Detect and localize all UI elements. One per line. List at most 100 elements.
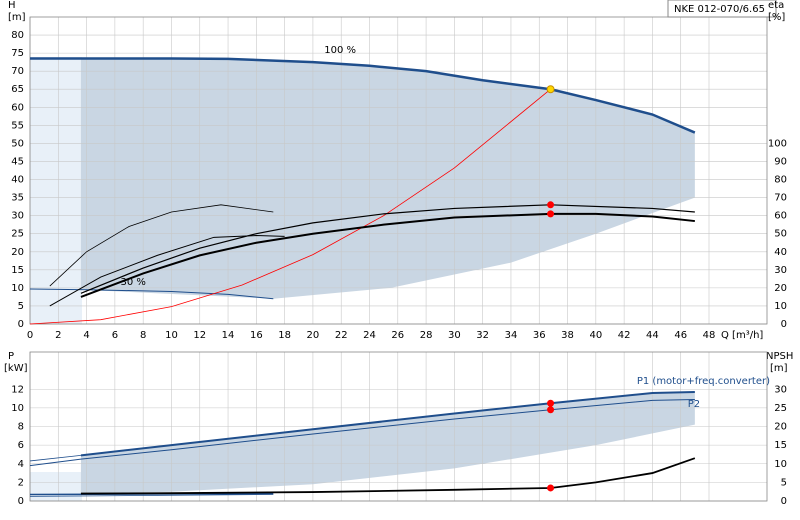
- curve: [29, 494, 274, 497]
- y2-tick-label: 50: [774, 229, 787, 240]
- x-tick-label: 0: [27, 330, 33, 341]
- y-tick-label: 60: [11, 102, 24, 113]
- y-tick-label: 25: [11, 229, 24, 240]
- y-tick-label: 2: [18, 477, 24, 488]
- curve: [29, 88, 551, 325]
- light-region: [30, 57, 82, 324]
- y2-tick-label: 60: [774, 211, 787, 222]
- duty-point: [546, 85, 555, 94]
- y-tick-label: 75: [11, 48, 24, 59]
- y-tick-label: 15: [11, 265, 24, 276]
- y-tick-label: 50: [11, 138, 24, 149]
- x-tick-label: 28: [420, 330, 433, 341]
- curve: [80, 457, 696, 495]
- x-tick-label: 26: [391, 330, 404, 341]
- y-unit: [m]: [8, 12, 26, 23]
- y2-tick-label: 0: [781, 496, 787, 507]
- x-tick-label: 10: [165, 330, 178, 341]
- curve: [29, 398, 695, 467]
- y-tick-label: 8: [18, 422, 24, 433]
- duty-point: [547, 484, 555, 492]
- y-tick-label: 45: [11, 156, 24, 167]
- x-tick-label: 2: [55, 330, 61, 341]
- duty-point: [547, 399, 555, 407]
- x-tick-label: 18: [278, 330, 291, 341]
- operating-region: [80, 392, 695, 494]
- y-tick-label: 10: [11, 283, 24, 294]
- duty-point: [547, 210, 555, 218]
- y-tick-label: 12: [11, 384, 24, 395]
- x-tick-label: 20: [307, 330, 320, 341]
- curve: [29, 454, 81, 462]
- y-tick-label: 35: [11, 193, 24, 204]
- y-tick-label: 70: [11, 66, 24, 77]
- y-tick-label: 20: [11, 247, 24, 258]
- plot-frame: [29, 16, 768, 325]
- y2-tick-label: 100: [768, 138, 787, 149]
- y-tick-label: 5: [18, 301, 24, 312]
- y2-label: NPSH: [766, 351, 793, 362]
- y-label: P: [8, 351, 14, 362]
- x-tick-label: 48: [703, 330, 716, 341]
- x-tick-label: 22: [335, 330, 348, 341]
- y-tick-label: 0: [18, 496, 24, 507]
- y2-tick-label: 20: [774, 422, 787, 433]
- curve: [30, 57, 696, 134]
- x-tick-label: 44: [646, 330, 659, 341]
- annotation: P2: [688, 399, 700, 410]
- x-tick-label: 38: [561, 330, 574, 341]
- y2-tick-label: 5: [781, 477, 787, 488]
- y2-tick-label: 25: [774, 403, 787, 414]
- y-tick-label: 6: [18, 440, 24, 451]
- x-tick-label: 24: [363, 330, 376, 341]
- annotation: 30 %: [121, 277, 146, 288]
- y2-tick-label: 30: [774, 265, 787, 276]
- curve: [29, 288, 274, 300]
- duty-point: [547, 201, 555, 209]
- x-tick-label: 8: [140, 330, 146, 341]
- x-tick-label: 14: [222, 330, 235, 341]
- curve: [49, 204, 274, 287]
- x-tick-label: 42: [618, 330, 631, 341]
- x-tick-label: 4: [83, 330, 89, 341]
- operating-region: [80, 58, 695, 299]
- y-tick-label: 30: [11, 211, 24, 222]
- y2-tick-label: 30: [774, 384, 787, 395]
- x-tick-label: 12: [193, 330, 206, 341]
- y2-tick-label: 70: [774, 193, 787, 204]
- x-tick-label: 32: [476, 330, 489, 341]
- y-tick-label: 0: [18, 319, 24, 330]
- curve: [80, 391, 695, 457]
- y-tick-label: 4: [18, 459, 24, 470]
- curve: [80, 204, 695, 294]
- x-tick-label: 6: [112, 330, 118, 341]
- x-tick-label: 46: [674, 330, 687, 341]
- x-tick-label: 16: [250, 330, 263, 341]
- y2-tick-label: 40: [774, 247, 787, 258]
- plot-frame: [29, 351, 768, 502]
- y-label: H: [8, 0, 16, 11]
- y-tick-label: 10: [11, 403, 24, 414]
- x-axis-label: Q [m³/h]: [721, 330, 763, 341]
- y-unit: [kW]: [4, 363, 28, 374]
- y2-tick-label: 0: [781, 319, 787, 330]
- x-tick-label: 30: [448, 330, 461, 341]
- y-tick-label: 65: [11, 84, 24, 95]
- y2-tick-label: 80: [774, 175, 787, 186]
- y-tick-label: 80: [11, 30, 24, 41]
- curve: [49, 235, 285, 307]
- y2-unit: [%]: [768, 12, 785, 23]
- y2-tick-label: 90: [774, 156, 787, 167]
- y2-tick-label: 10: [774, 459, 787, 470]
- curve: [80, 212, 695, 298]
- y2-tick-label: 15: [774, 440, 787, 451]
- y2-tick-label: 20: [774, 283, 787, 294]
- x-tick-label: 34: [505, 330, 518, 341]
- x-tick-label: 40: [589, 330, 602, 341]
- x-tick-label: 36: [533, 330, 546, 341]
- y2-unit: [m]: [770, 363, 788, 374]
- duty-point: [547, 406, 555, 414]
- y2-label: eta: [768, 0, 784, 11]
- annotation: 100 %: [324, 45, 356, 56]
